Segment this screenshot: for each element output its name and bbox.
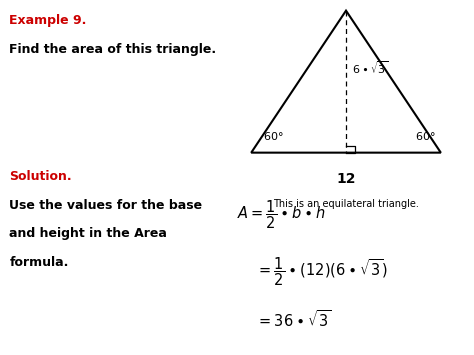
Text: Solution.: Solution. [9,170,72,184]
Text: $= \dfrac{1}{2} \bullet (12)(6 \bullet \sqrt{3})$: $= \dfrac{1}{2} \bullet (12)(6 \bullet \… [256,256,388,288]
Text: $60°$: $60°$ [263,130,284,142]
Text: $A = \dfrac{1}{2} \bullet b \bullet h$: $A = \dfrac{1}{2} \bullet b \bullet h$ [237,199,326,231]
Text: Find the area of this triangle.: Find the area of this triangle. [9,43,217,56]
Text: Use the values for the base: Use the values for the base [9,199,202,212]
Text: $6 \bullet \sqrt{3}$: $6 \bullet \sqrt{3}$ [352,59,388,76]
Text: 12: 12 [336,172,356,186]
Text: formula.: formula. [9,256,69,269]
Text: $= 36 \bullet \sqrt{3}$: $= 36 \bullet \sqrt{3}$ [256,309,331,330]
Text: and height in the Area: and height in the Area [9,227,167,240]
Text: Example 9.: Example 9. [9,14,87,27]
Text: This is an equilateral triangle.: This is an equilateral triangle. [273,199,419,209]
Text: $60°$: $60°$ [415,130,436,142]
